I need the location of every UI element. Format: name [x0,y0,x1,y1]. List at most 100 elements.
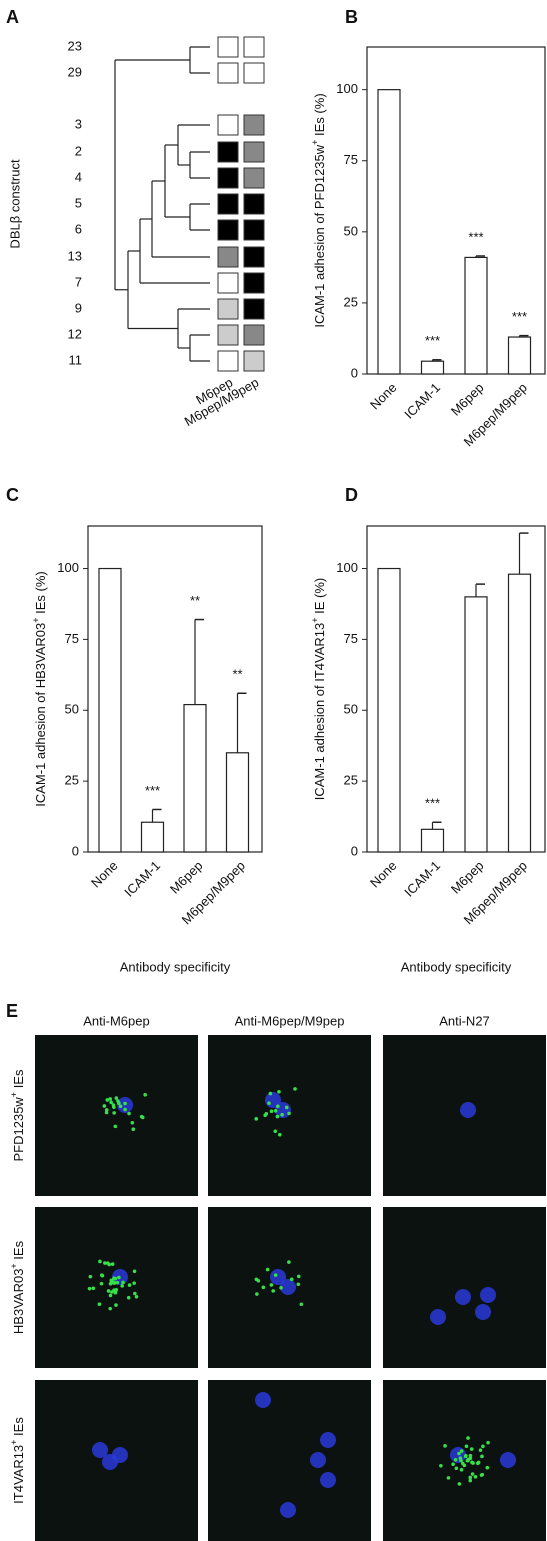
nucleus [500,1452,516,1468]
y-tick-label: 75 [65,631,79,646]
fluorescent-dot [273,1273,278,1277]
row-label: 5 [75,195,82,210]
fluorescent-dot [117,1275,121,1280]
fluorescent-dot [451,1462,455,1467]
row-label: 29 [68,64,82,79]
fluorescent-dot [109,1278,114,1283]
fluorescent-dot [104,1110,109,1115]
fluorescent-dot [443,1444,447,1448]
fluorescent-dot [296,1274,301,1279]
fluorescent-dot [269,1283,274,1287]
plot-frame [366,525,546,853]
fluorescent-dot [485,1465,490,1470]
fluorescent-dot [457,1482,462,1486]
fluorescent-dot [106,1289,111,1293]
row-label: PFD1235w+ IEs [9,1069,26,1161]
fluorescent-dot [299,1302,304,1307]
fluorescent-dot [468,1478,473,1483]
fluorescent-dot [473,1475,478,1479]
panel-label: E [6,1001,18,1021]
y-tick-label: 100 [57,560,79,575]
row-label-part: IT4VAR13 [11,1445,26,1504]
bar [420,360,445,375]
panel-label: B [345,7,358,27]
fluorescent-dot [287,1260,291,1264]
fluorescent-dot [114,1096,119,1100]
fluorescent-dot [97,1302,102,1306]
fluorescent-dot [293,1087,297,1091]
y-axis-label-part: ICAM-1 adhesion of IT4VAR13 [312,623,327,801]
fluorescent-dot [99,1281,104,1286]
x-axis-label: Antibody specificity [401,959,512,974]
bar [140,821,165,853]
fluorescent-dot [140,1115,145,1120]
fluorescent-dot [255,1292,259,1296]
row-label-part: HB3VAR03 [11,1269,26,1335]
y-axis-label: ICAM-1 adhesion of PFD1235w+ IEs (%) [310,93,327,327]
heat-cell [243,246,265,268]
fluorescent-dot [466,1436,470,1440]
significance: *** [468,229,483,244]
y-tick-label: 75 [344,152,358,167]
fluorescent-dot [112,1276,116,1281]
bar [507,336,532,375]
heat-cell [243,141,265,163]
fluorescent-dot [458,1456,463,1461]
micrograph [35,1207,198,1368]
x-tick-label: ICAM-1 [401,380,443,422]
column-header: Anti-M6pep/M9pep [235,1013,345,1028]
x-tick-label: M6pep [448,380,487,419]
y-axis-label-part: ICAM-1 adhesion of HB3VAR03 [33,623,48,807]
x-tick-label: None [367,858,400,891]
fluorescent-dot [280,1112,284,1117]
row-label: 9 [75,300,82,315]
heat-cell [217,193,239,215]
fluorescent-dot [287,1111,291,1116]
fluorescent-dot [110,1290,114,1294]
row-label: HB3VAR03+ IEs [9,1240,26,1334]
fluorescent-dot [277,1132,282,1137]
fluorescent-dot [459,1449,464,1453]
fluorescent-dot [271,1289,275,1293]
row-label: 13 [68,248,82,263]
row-label: 23 [68,38,82,53]
panel-label: D [345,485,358,505]
row-label: 3 [75,116,82,131]
fluorescent-dot [265,1267,270,1272]
heat-cell [217,36,239,58]
fluorescent-dot [486,1440,490,1445]
fluorescent-dot [476,1460,481,1465]
y-axis-label: DBLβ construct [7,159,22,249]
fluorescent-dot [115,1280,120,1285]
row-label-part: + [9,1440,19,1445]
fluorescent-dot [120,1284,124,1288]
fluorescent-dot [114,1303,118,1307]
y-axis-label-part: + [310,617,320,622]
significance: *** [145,783,160,798]
fluorescent-dot [468,1475,473,1480]
fluorescent-dot [130,1120,135,1125]
fluorescent-dot [478,1448,483,1452]
fluorescent-dot [113,1124,118,1129]
fluorescent-dot [112,1105,116,1109]
y-tick-label: 25 [344,294,358,309]
y-axis-label-part: + [31,617,41,622]
fluorescent-dot [439,1463,443,1468]
y-axis-label: ICAM-1 adhesion of HB3VAR03+ IEs (%) [31,571,48,807]
fluorescent-dot [132,1281,136,1285]
fluorescent-dot [289,1277,294,1282]
significance: *** [512,309,527,324]
row-label-part: IEs [11,1240,26,1263]
y-tick-label: 75 [344,631,358,646]
y-tick-label: 50 [344,223,358,238]
y-axis-label-part: IEs (%) [312,93,327,139]
row-label: 4 [75,169,82,184]
fluorescent-dot [118,1104,123,1109]
fluorescent-dot [103,1261,107,1265]
fluorescent-dot [127,1111,131,1116]
column-header: Anti-N27 [439,1013,490,1028]
fluorescent-dot [254,1117,259,1121]
heat-cell [217,167,239,189]
row-label: 7 [75,274,82,289]
